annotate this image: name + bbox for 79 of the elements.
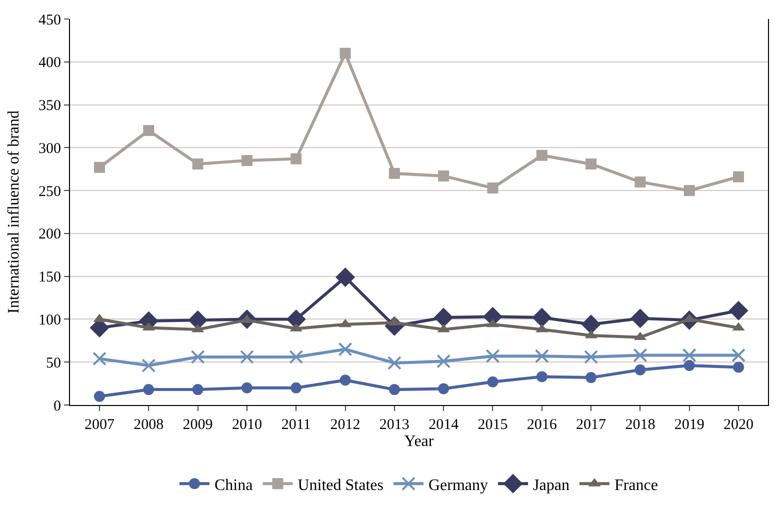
- point: [682, 348, 696, 362]
- point: [143, 125, 154, 136]
- point: [387, 356, 402, 370]
- point: [728, 300, 748, 320]
- legend-label: China: [214, 476, 253, 494]
- y-tick-label: 0: [54, 398, 61, 414]
- x-tick-label: 2018: [625, 417, 656, 433]
- point: [434, 308, 454, 328]
- point: [634, 176, 646, 188]
- x-tick-label: 2012: [330, 417, 360, 433]
- point: [94, 390, 105, 402]
- point: [733, 362, 744, 373]
- point: [487, 182, 498, 194]
- point: [340, 48, 351, 59]
- x-tick-label: 2008: [134, 417, 164, 433]
- x-tick-label: 2019: [674, 417, 704, 433]
- point: [338, 342, 352, 356]
- y-tick-label: 400: [38, 55, 61, 72]
- point: [633, 348, 648, 362]
- x-tick-label: 2017: [576, 417, 607, 433]
- point: [581, 314, 601, 334]
- point: [192, 384, 204, 396]
- x-tick-label: 2020: [724, 417, 754, 433]
- point: [388, 384, 400, 396]
- point: [436, 354, 451, 368]
- y-tick-label: 300: [38, 140, 61, 157]
- point: [240, 350, 254, 364]
- point: [732, 348, 746, 362]
- y-axis-title: International influence of brand: [5, 110, 22, 314]
- point: [192, 158, 204, 170]
- point: [92, 352, 106, 366]
- point: [487, 376, 498, 388]
- point: [290, 382, 302, 394]
- point: [733, 171, 744, 182]
- x-tick-label: 2011: [281, 417, 311, 433]
- point: [336, 267, 356, 287]
- x-tick-label: 2014: [428, 417, 460, 433]
- point: [438, 170, 450, 182]
- legend-label: France: [614, 476, 658, 494]
- y-tick-label: 450: [38, 12, 61, 28]
- point: [340, 374, 351, 386]
- x-tick-label: 2013: [379, 417, 410, 433]
- point: [536, 150, 548, 161]
- point: [532, 308, 552, 328]
- legend-label: Germany: [428, 476, 488, 494]
- point: [290, 153, 302, 164]
- point: [94, 162, 105, 173]
- point: [586, 158, 597, 170]
- point: [142, 358, 156, 373]
- point: [241, 382, 252, 394]
- x-tick-label: 2016: [526, 417, 558, 433]
- point: [634, 364, 646, 376]
- point: [630, 308, 650, 328]
- y-tick-label: 350: [38, 98, 61, 114]
- point: [438, 383, 450, 394]
- point: [388, 168, 400, 179]
- point: [534, 349, 549, 364]
- x-tick-label: 2015: [478, 417, 508, 433]
- legend-label: Japan: [533, 476, 570, 494]
- point: [190, 350, 205, 364]
- x-tick-label: 2010: [232, 417, 262, 433]
- x-axis-title: Year: [404, 433, 434, 450]
- x-tick-label: 2007: [84, 417, 115, 433]
- y-tick-label: 100: [38, 312, 61, 328]
- point: [486, 349, 500, 364]
- point: [241, 155, 252, 166]
- legend-label: United States: [298, 476, 384, 494]
- point: [586, 372, 597, 384]
- point: [143, 384, 154, 396]
- y-tick-label: 250: [38, 184, 61, 200]
- x-tick-label: 2009: [182, 417, 213, 433]
- point: [684, 185, 695, 196]
- y-tick-label: 50: [46, 355, 61, 372]
- point: [584, 350, 598, 364]
- point: [289, 350, 304, 364]
- point: [536, 371, 548, 382]
- point: [684, 360, 695, 372]
- y-tick-label: 200: [38, 226, 61, 243]
- y-tick-label: 150: [38, 270, 61, 286]
